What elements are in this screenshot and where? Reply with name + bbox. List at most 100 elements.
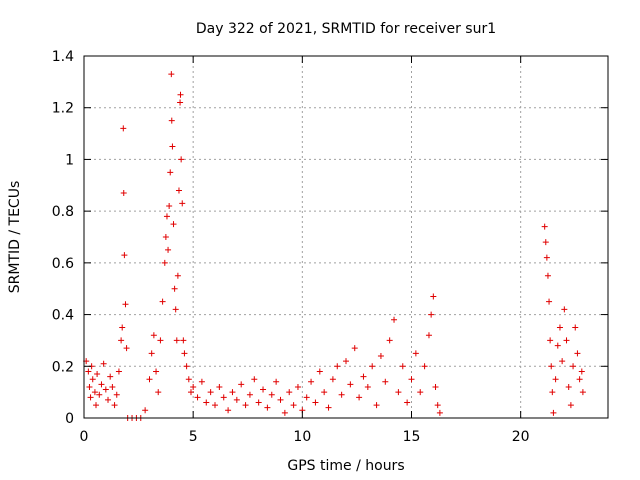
data-point xyxy=(168,117,175,124)
data-point xyxy=(391,316,398,323)
data-point xyxy=(364,383,371,390)
data-point xyxy=(94,371,101,378)
data-point xyxy=(572,324,579,331)
x-axis-label: GPS time / hours xyxy=(287,458,404,474)
data-point xyxy=(360,373,367,380)
data-point xyxy=(171,285,178,292)
data-point xyxy=(87,394,94,401)
y-tick-label: 1 xyxy=(65,152,74,168)
data-point xyxy=(120,125,127,132)
data-point xyxy=(544,272,551,279)
data-point xyxy=(264,404,271,411)
data-point xyxy=(290,402,297,409)
data-point xyxy=(408,376,415,383)
data-point xyxy=(220,394,227,401)
data-point xyxy=(343,358,349,365)
data-point xyxy=(268,391,275,398)
data-point xyxy=(150,332,157,339)
data-point xyxy=(121,252,128,259)
data-point xyxy=(233,396,240,403)
data-point xyxy=(428,311,435,318)
data-point xyxy=(89,376,96,383)
data-point xyxy=(93,402,100,409)
data-point xyxy=(578,368,585,375)
data-point xyxy=(165,246,172,253)
data-point xyxy=(377,352,384,359)
data-point xyxy=(146,376,153,383)
data-point xyxy=(194,394,201,401)
data-point xyxy=(111,402,118,409)
data-point xyxy=(417,389,424,396)
data-point xyxy=(547,337,554,344)
data-point xyxy=(161,259,168,266)
y-tick-label: 0.6 xyxy=(52,256,74,272)
data-point xyxy=(225,407,232,414)
y-tick-label: 1.4 xyxy=(52,49,74,65)
y-tick-label: 0.2 xyxy=(52,359,74,375)
data-point xyxy=(96,391,103,398)
data-point xyxy=(100,360,107,367)
data-point xyxy=(174,272,181,279)
data-point xyxy=(260,386,267,393)
data-point xyxy=(294,383,301,390)
data-point xyxy=(102,386,109,393)
data-point xyxy=(574,350,581,357)
data-point xyxy=(541,223,548,230)
data-point xyxy=(559,358,566,365)
data-point xyxy=(273,378,280,385)
data-point xyxy=(554,342,561,349)
data-point xyxy=(153,368,160,375)
data-point xyxy=(286,389,293,396)
data-point xyxy=(167,169,174,176)
data-point xyxy=(207,389,214,396)
data-point xyxy=(85,368,92,375)
data-point xyxy=(181,350,188,357)
data-point xyxy=(255,399,262,406)
data-point xyxy=(105,396,112,403)
data-point xyxy=(561,306,568,313)
data-point xyxy=(316,368,323,375)
y-axis-label: SRMTID / TECUs xyxy=(7,181,23,294)
data-point xyxy=(162,234,169,240)
data-point xyxy=(369,363,376,370)
data-point xyxy=(373,402,380,409)
data-point xyxy=(546,298,553,305)
data-point xyxy=(550,409,557,416)
data-point xyxy=(325,404,332,411)
data-point xyxy=(168,71,175,78)
x-tick-label: 5 xyxy=(189,429,198,445)
data-point xyxy=(329,376,336,383)
data-point xyxy=(170,221,177,228)
axis-ticks: 0 0.2 0.4 0.6 0.8 1 1.2 1.4 0 5 10 15 20 xyxy=(52,49,608,445)
y-tick-label: 1.2 xyxy=(52,101,74,117)
x-tick-label: 20 xyxy=(512,429,530,445)
data-point xyxy=(198,378,205,385)
data-point xyxy=(552,376,559,383)
data-point xyxy=(173,337,180,344)
data-point xyxy=(185,376,192,383)
data-point xyxy=(576,376,583,383)
data-point xyxy=(242,402,249,409)
data-point xyxy=(334,363,341,370)
data-point xyxy=(386,337,393,344)
data-point xyxy=(178,156,185,163)
data-point xyxy=(238,381,245,388)
data-point xyxy=(312,399,319,406)
data-point xyxy=(277,396,284,403)
data-point xyxy=(281,409,288,416)
data-point xyxy=(382,378,389,385)
chart-title: Day 322 of 2021, SRMTID for receiver sur… xyxy=(196,21,496,37)
data-point xyxy=(347,381,354,388)
data-point xyxy=(98,381,105,388)
data-point xyxy=(321,389,328,396)
data-points xyxy=(83,71,586,421)
data-point xyxy=(404,399,411,406)
plot-frame xyxy=(83,55,609,419)
data-point xyxy=(175,187,182,194)
data-point xyxy=(109,383,116,390)
data-point xyxy=(190,383,197,390)
data-point xyxy=(421,363,428,370)
data-point xyxy=(570,363,577,370)
data-point xyxy=(177,99,184,106)
